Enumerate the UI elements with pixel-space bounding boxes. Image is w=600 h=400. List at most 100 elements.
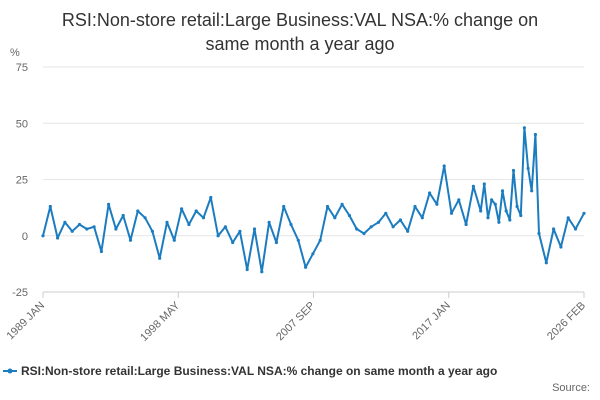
- data-point[interactable]: [231, 240, 235, 245]
- data-point[interactable]: [201, 216, 206, 220]
- data-point[interactable]: [77, 222, 82, 227]
- data-point[interactable]: [48, 204, 52, 209]
- data-point[interactable]: [333, 216, 337, 220]
- data-point[interactable]: [544, 261, 548, 265]
- data-point[interactable]: [522, 126, 527, 130]
- data-point[interactable]: [537, 231, 541, 236]
- data-point[interactable]: [194, 209, 198, 213]
- data-point[interactable]: [504, 209, 508, 213]
- data-point[interactable]: [406, 229, 410, 233]
- data-point[interactable]: [180, 207, 184, 211]
- data-point[interactable]: [325, 204, 330, 209]
- data-point[interactable]: [500, 189, 505, 193]
- data-point[interactable]: [428, 191, 432, 195]
- data-point[interactable]: [391, 225, 395, 229]
- data-point[interactable]: [511, 168, 516, 173]
- data-point[interactable]: [267, 220, 271, 224]
- data-point[interactable]: [526, 166, 530, 170]
- data-point[interactable]: [63, 220, 67, 224]
- legend-marker: [7, 368, 13, 374]
- data-point[interactable]: [41, 234, 45, 238]
- data-point[interactable]: [449, 211, 454, 215]
- y-tick-label: 75: [16, 62, 28, 74]
- data-point[interactable]: [355, 227, 359, 231]
- data-point[interactable]: [471, 184, 475, 188]
- data-point[interactable]: [508, 218, 512, 222]
- data-point[interactable]: [559, 245, 563, 249]
- data-point[interactable]: [107, 202, 111, 206]
- data-point[interactable]: [282, 204, 286, 209]
- x-tick-label: 2017 JAN: [410, 300, 453, 343]
- data-point[interactable]: [209, 195, 213, 200]
- data-point[interactable]: [420, 216, 424, 220]
- data-point[interactable]: [304, 265, 308, 269]
- data-point[interactable]: [490, 198, 494, 202]
- data-point[interactable]: [482, 182, 486, 186]
- y-tick-label: 50: [16, 118, 28, 130]
- data-point[interactable]: [376, 220, 381, 224]
- data-point[interactable]: [362, 231, 366, 236]
- data-point[interactable]: [274, 240, 278, 245]
- data-point[interactable]: [238, 229, 242, 233]
- data-point[interactable]: [347, 213, 351, 218]
- y-tick-label: 25: [16, 175, 28, 187]
- data-point[interactable]: [457, 198, 461, 202]
- data-point[interactable]: [369, 225, 373, 229]
- chart-title-line-1: RSI:Non-store retail:Large Business:VAL …: [61, 10, 539, 30]
- x-tick-label: 2007 SEP: [274, 300, 318, 344]
- data-point[interactable]: [486, 216, 490, 220]
- legend-series-label: RSI:Non-store retail:Large Business:VAL …: [21, 364, 497, 378]
- series-line[interactable]: [42, 126, 585, 273]
- data-point[interactable]: [493, 202, 497, 206]
- data-point[interactable]: [114, 227, 118, 231]
- data-point[interactable]: [435, 202, 439, 206]
- data-point[interactable]: [318, 238, 322, 242]
- data-point[interactable]: [384, 211, 388, 215]
- data-point[interactable]: [582, 211, 586, 215]
- data-point[interactable]: [187, 222, 191, 227]
- data-point[interactable]: [515, 204, 519, 209]
- data-point[interactable]: [552, 227, 556, 231]
- data-point[interactable]: [216, 234, 220, 238]
- data-point[interactable]: [519, 213, 523, 218]
- data-point[interactable]: [442, 164, 446, 168]
- legend[interactable]: RSI:Non-store retail:Large Business:VAL …: [3, 364, 497, 378]
- data-point[interactable]: [245, 267, 249, 272]
- data-point[interactable]: [99, 249, 103, 254]
- data-point[interactable]: [464, 222, 468, 227]
- data-point[interactable]: [165, 220, 169, 224]
- data-point[interactable]: [252, 227, 257, 231]
- data-point[interactable]: [143, 216, 147, 220]
- data-point[interactable]: [172, 238, 176, 242]
- x-tick-label: 1998 MAY: [138, 299, 183, 344]
- chart-title-line-2: same month a year ago: [205, 34, 395, 54]
- chart-title: RSI:Non-store retail:Large Business:VAL …: [0, 8, 600, 56]
- data-point[interactable]: [296, 238, 300, 242]
- source-label[interactable]: Source:: [552, 382, 590, 394]
- data-point[interactable]: [128, 238, 133, 242]
- data-point[interactable]: [340, 202, 344, 206]
- data-point[interactable]: [260, 270, 264, 274]
- data-point[interactable]: [413, 204, 417, 209]
- data-point[interactable]: [136, 209, 140, 213]
- data-point[interactable]: [92, 225, 96, 229]
- data-point[interactable]: [150, 229, 154, 233]
- data-point[interactable]: [158, 256, 162, 260]
- data-point[interactable]: [533, 132, 538, 137]
- data-point[interactable]: [121, 213, 125, 218]
- data-point[interactable]: [85, 227, 89, 231]
- data-point[interactable]: [398, 218, 402, 222]
- data-point[interactable]: [223, 225, 227, 229]
- data-point[interactable]: [566, 216, 570, 220]
- data-point[interactable]: [530, 189, 534, 193]
- data-point[interactable]: [70, 229, 74, 233]
- data-point[interactable]: [56, 236, 60, 240]
- x-tick-label: 2026 FEB: [545, 300, 588, 343]
- data-point[interactable]: [479, 209, 483, 213]
- data-point[interactable]: [311, 252, 315, 256]
- series-layer: [41, 126, 586, 274]
- data-point[interactable]: [573, 227, 578, 231]
- data-point[interactable]: [497, 220, 501, 224]
- data-point[interactable]: [289, 222, 293, 227]
